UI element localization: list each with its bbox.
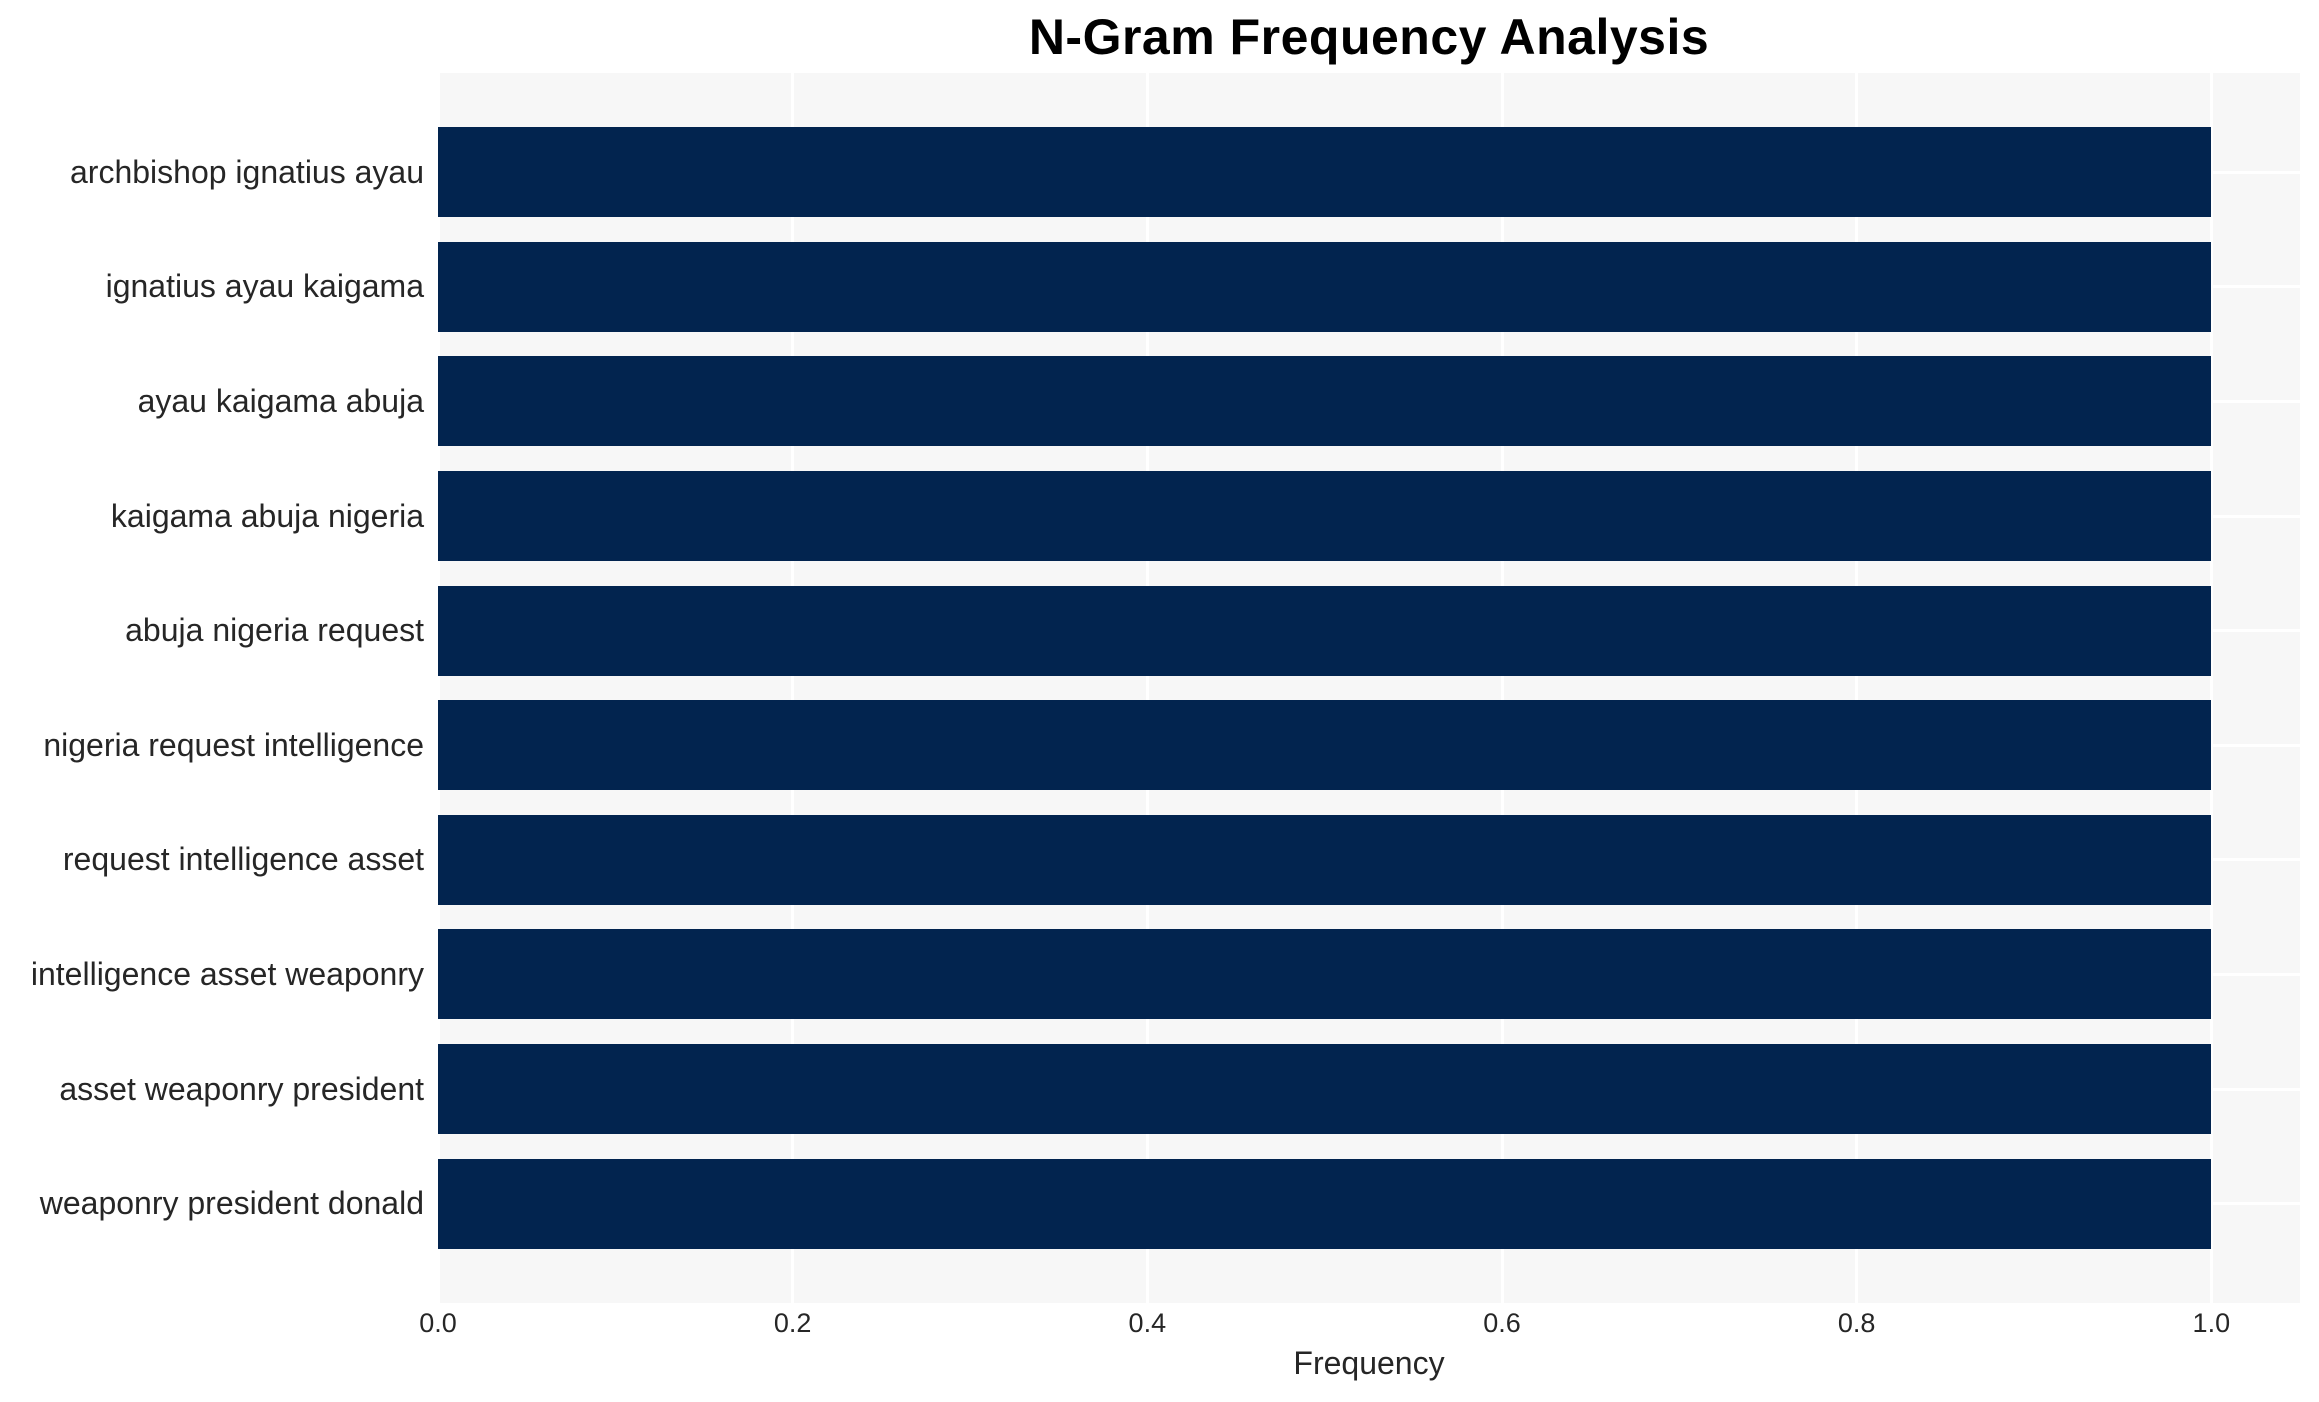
- bar: [438, 1044, 2212, 1135]
- vertical-gridline: [1500, 73, 1504, 1303]
- bar: [438, 1158, 2212, 1249]
- bar: [438, 700, 2212, 791]
- bar: [438, 814, 2212, 905]
- vertical-gridline: [1145, 73, 1149, 1303]
- y-tick-label: abuja nigeria request: [125, 612, 424, 649]
- y-tick-label: nigeria request intelligence: [43, 726, 424, 763]
- y-tick-label: ayau kaigama abuja: [137, 382, 424, 419]
- y-tick-label: intelligence asset weaponry: [30, 955, 424, 992]
- x-tick-label: 0.4: [1128, 1308, 1167, 1338]
- x-tick-label: 0.6: [1483, 1308, 1521, 1338]
- y-tick-row: abuja nigeria request: [0, 573, 424, 688]
- y-tick-label: request intelligence asset: [62, 841, 424, 878]
- y-tick-row: intelligence asset weaponry: [0, 917, 424, 1032]
- y-tick-label: kaigama abuja nigeria: [110, 497, 424, 534]
- y-tick-row: asset weaponry president: [0, 1032, 424, 1147]
- x-axis-label: Frequency: [1293, 1345, 1445, 1381]
- y-axis-labels: archbishop ignatius ayau ignatius ayau ka…: [0, 73, 424, 1303]
- x-axis-ticks: 0.0 0.2 0.4 0.6 0.8 1.0: [419, 1308, 2300, 1344]
- y-tick-row: archbishop ignatius ayau: [0, 115, 424, 230]
- bar-row: [438, 803, 2300, 918]
- bar: [438, 929, 2212, 1020]
- y-tick-label: asset weaponry president: [59, 1070, 424, 1107]
- bar: [438, 241, 2212, 332]
- y-tick-label: archbishop ignatius ayau: [69, 153, 424, 190]
- bar: [438, 471, 2212, 562]
- y-tick-row: nigeria request intelligence: [0, 688, 424, 803]
- y-tick-label: ignatius ayau kaigama: [105, 268, 424, 305]
- bar: [438, 127, 2212, 218]
- vertical-gridline: [436, 73, 440, 1303]
- bar: [438, 585, 2212, 676]
- y-tick-label: weaponry president donald: [39, 1185, 424, 1222]
- vertical-gridline: [1855, 73, 1859, 1303]
- bar-row: [438, 344, 2300, 459]
- bar-row: [438, 115, 2300, 230]
- bar: [438, 356, 2212, 447]
- chart-title: N-Gram Frequency Analysis: [1028, 9, 1710, 65]
- vertical-gridline: [791, 73, 795, 1303]
- x-tick-label: 1.0: [2192, 1308, 2231, 1338]
- vertical-gridline: [2209, 73, 2213, 1303]
- y-tick-row: weaponry president donald: [0, 1146, 424, 1261]
- bar-row: [438, 459, 2300, 574]
- x-tick-label: 0.0: [419, 1308, 457, 1338]
- bar-row: [438, 688, 2300, 803]
- x-tick-label: 0.8: [1837, 1308, 1876, 1338]
- bar-row: [438, 917, 2300, 1032]
- bar-row: [438, 230, 2300, 345]
- bar-row: [438, 573, 2300, 688]
- bar-row: [438, 1146, 2300, 1261]
- x-tick-label: 0.2: [773, 1308, 812, 1338]
- y-tick-row: ayau kaigama abuja: [0, 344, 424, 459]
- y-tick-row: request intelligence asset: [0, 803, 424, 918]
- y-tick-row: kaigama abuja nigeria: [0, 459, 424, 574]
- bar-rows: [438, 73, 2300, 1303]
- plot-area: [436, 73, 2300, 1303]
- y-tick-row: ignatius ayau kaigama: [0, 230, 424, 345]
- bar-row: [438, 1032, 2300, 1147]
